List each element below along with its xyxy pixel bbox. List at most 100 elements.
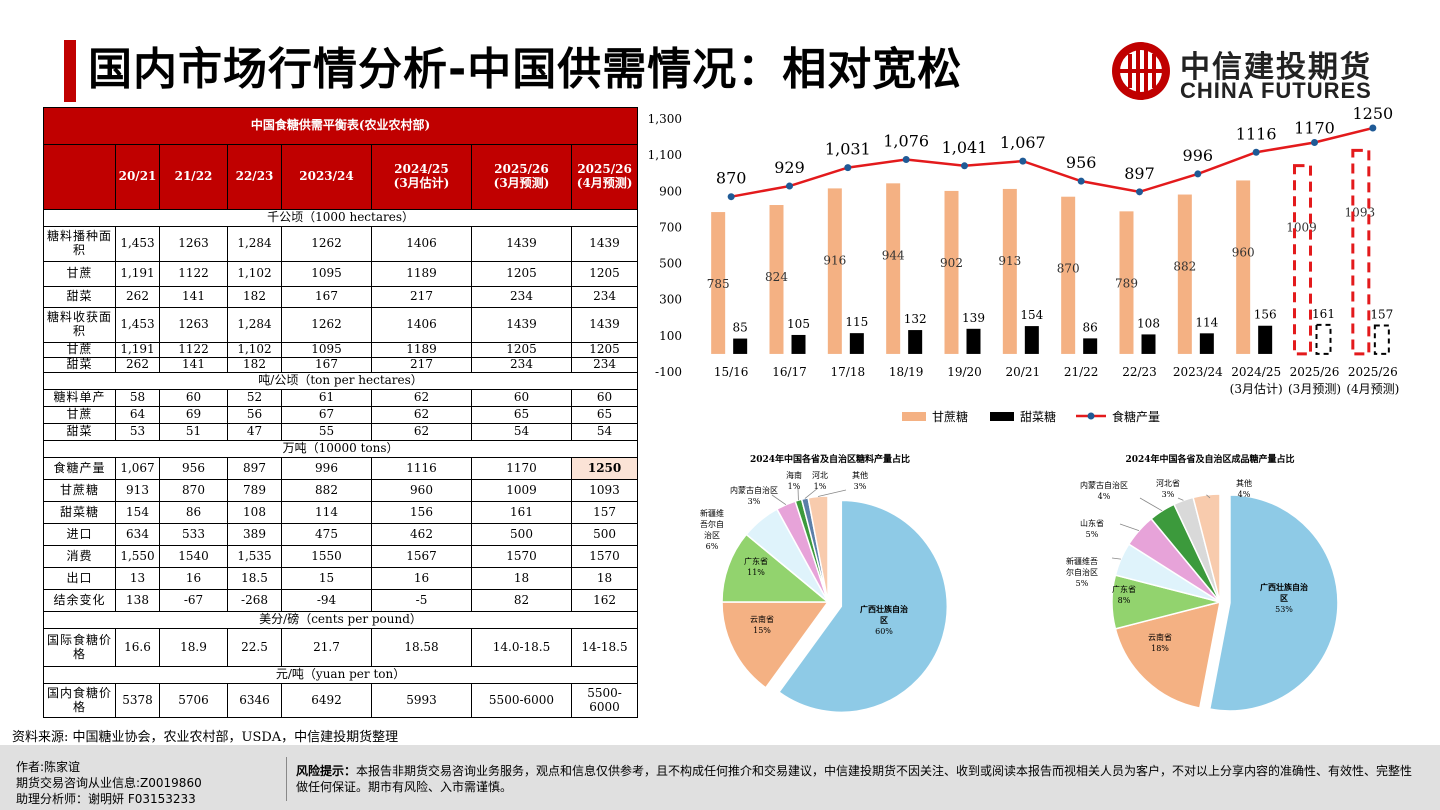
beet-sugar-label: 139	[962, 311, 985, 325]
production-label: 1,067	[1000, 133, 1046, 152]
table-row: 甘蔗 64 69 56 67 62 65 65	[43, 406, 639, 424]
table-cell: 14-18.5	[570, 628, 639, 667]
production-label: 1,031	[825, 140, 871, 159]
row-label: 甘蔗	[43, 406, 116, 424]
production-marker	[727, 193, 735, 201]
table-cell: 114	[281, 501, 372, 524]
table-header-row: 20/21 21/22 22/23 2023/24 2024/25 (3月估计) 2025/…	[43, 144, 639, 210]
pie-slice-name: 其他	[1236, 478, 1252, 488]
pie-slice	[1208, 494, 1339, 712]
production-marker	[1311, 138, 1318, 146]
table-cell: 1262	[281, 307, 372, 343]
production-label: 1116	[1236, 124, 1277, 143]
table-cell: 6492	[281, 683, 372, 718]
legend-swatch-beet	[990, 412, 1014, 421]
table-row: 国内食糖价格 5378 5706 6346 6492 5993 5500-6000 5500-…	[43, 683, 639, 718]
table-cell: 1205	[570, 261, 639, 287]
production-label: 956	[1066, 153, 1097, 172]
table-cell: 18.5	[227, 567, 282, 590]
table-row: 甜菜 262 141 182 167 217 234 234	[43, 286, 639, 308]
beet-sugar-bar	[1258, 325, 1273, 354]
table-cell: 870	[159, 479, 228, 502]
table-cell: 86	[159, 501, 228, 524]
pie-leader-line	[1119, 523, 1140, 531]
table-cell: 1262	[281, 226, 372, 262]
cane-sugar-bar	[1177, 194, 1192, 354]
production-label: 1,041	[942, 138, 988, 157]
unit-label: 吨/公顷（ton per hectares）	[42, 372, 639, 390]
row-label: 糖料收获面积	[43, 307, 116, 343]
unit-row: 元/吨（yuan per ton）	[42, 666, 639, 684]
table-cell: 1,284	[227, 307, 282, 343]
table-cell: 1009	[471, 479, 572, 502]
unit-label: 千公顷（1000 hectares）	[42, 209, 639, 227]
beet-sugar-bar	[908, 330, 923, 354]
beet-sugar-bar	[1141, 334, 1156, 354]
production-label: 1,076	[883, 131, 929, 150]
pie-slice-pct: 18%	[1151, 644, 1169, 653]
production-label: 1250	[1352, 104, 1393, 123]
pie-slice-pct: 11%	[747, 568, 765, 577]
table-cell: 634	[115, 523, 160, 546]
table-cell: 138	[115, 589, 160, 612]
brand-logo: 中信建投期货 CHINA FUTURES	[1110, 40, 1390, 104]
production-line	[730, 126, 1374, 198]
cane-sugar-label: 960	[1232, 245, 1255, 259]
table-row: 甜菜 53 51 47 55 62 54 54	[43, 423, 639, 441]
pie-slice	[721, 533, 831, 603]
table-cell: 18.58	[371, 628, 472, 667]
table-cell: 913	[115, 479, 160, 502]
legend-marker	[1087, 412, 1095, 420]
table-cell: 1570	[570, 545, 639, 568]
table-cell: 51	[159, 423, 228, 441]
pie-slice-pct: 5%	[1086, 530, 1099, 539]
row-label: 甜菜	[43, 357, 116, 373]
y-tick-label: -100	[655, 365, 682, 379]
beet-sugar-bar	[791, 334, 806, 354]
table-cell: 1406	[371, 307, 472, 343]
cane-sugar-bar	[827, 188, 842, 354]
table-cell: 234	[471, 286, 572, 308]
pie-slice-name: 新疆维	[700, 508, 724, 518]
pie-leader-line	[817, 489, 847, 497]
table-cell: 1095	[281, 342, 372, 358]
table-cell: 16	[371, 567, 472, 590]
table-cell: 500	[570, 523, 639, 546]
pie-slice	[1192, 493, 1221, 603]
table-cell: 1,453	[115, 226, 160, 262]
pie-slice-name: 山东省	[1080, 518, 1104, 528]
table-cell: 1,535	[227, 545, 282, 568]
table-cell: 54	[471, 423, 572, 441]
column-header: 20/21	[115, 144, 160, 210]
table-cell: 533	[159, 523, 228, 546]
beet-forecast-box	[1315, 323, 1332, 355]
table-cell: 1,453	[115, 307, 160, 343]
column-header: 2023/24	[281, 144, 372, 210]
pie-slice-name: 广东省	[1112, 584, 1136, 594]
table-cell: 56	[227, 406, 282, 424]
production-marker	[1369, 124, 1377, 132]
row-label: 国内食糖价格	[43, 683, 116, 718]
pie-slice-pct: 3%	[854, 482, 867, 491]
unit-label: 美分/磅（cents per pound）	[42, 611, 639, 629]
unit-row: 美分/磅（cents per pound）	[42, 611, 639, 629]
table-cell: 18.9	[159, 628, 228, 667]
row-label: 甜菜	[43, 423, 116, 441]
production-marker	[1252, 148, 1260, 156]
table-cell: 234	[570, 357, 639, 373]
unit-row: 吨/公顷（ton per hectares）	[42, 372, 639, 390]
pie-slice-pct: 1%	[814, 482, 827, 491]
table-row: 甜菜 262 141 182 167 217 234 234	[43, 357, 639, 373]
pie-slice-name: 区	[1280, 593, 1288, 603]
row-label: 甘蔗	[43, 342, 116, 358]
pie-slice-name: 广西壮族自治	[860, 604, 908, 614]
table-cell: 1,284	[227, 226, 282, 262]
cane-sugar-bar	[944, 190, 959, 354]
table-cell: 5993	[371, 683, 472, 718]
table-cell: 154	[115, 501, 160, 524]
row-label: 甜菜糖	[43, 501, 116, 524]
table-cell: 1439	[471, 226, 572, 262]
beet-sugar-label: 156	[1254, 308, 1277, 322]
y-tick-label: 1,100	[648, 148, 682, 162]
